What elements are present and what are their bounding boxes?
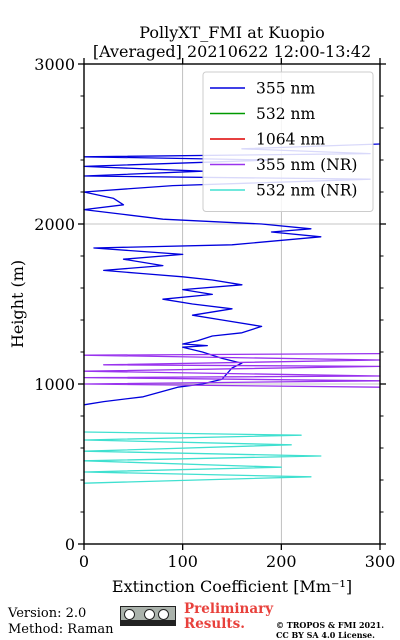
legend-label: 355 nm (256, 80, 315, 98)
legend: 355 nm 532 nm 1064 nm 355 nm (NR) 532 nm (NR… (202, 71, 374, 212)
extinction-profile-chart: PollyXT_FMI at Kuopio [Averaged] 2021062… (8, 23, 395, 596)
footer-info: Version: 2.0 Method: Raman (8, 606, 114, 638)
preliminary-note: Preliminary Results. (184, 602, 273, 632)
legend-label: 532 nm (256, 105, 315, 123)
legend-label: 532 nm (NR) (256, 182, 357, 200)
legend-label: 355 nm (NR) (256, 156, 357, 174)
chart-title: PollyXT_FMI at Kuopio (139, 23, 325, 42)
y-tick-label: 3000 (34, 55, 75, 74)
legend-box (202, 71, 374, 212)
copyright-line1: © TROPOS & FMI 2021. (276, 620, 385, 630)
x-tick-label: 0 (79, 552, 89, 571)
y-tick-label: 1000 (34, 375, 75, 394)
y-axis-label: Height (m) (8, 260, 27, 348)
preliminary-line2: Results. (184, 616, 245, 632)
series-line (83, 431, 322, 484)
copyright-note: © TROPOS & FMI 2021. CC BY SA 4.0 Licens… (276, 620, 384, 640)
x-tick-label: 100 (167, 552, 198, 571)
x-tick-label: 200 (266, 552, 297, 571)
method-text: Method: Raman (8, 622, 114, 637)
x-axis-label: Extinction Coefficient [Mm⁻¹] (112, 577, 352, 596)
version-text: Version: 2.0 (8, 606, 87, 621)
chart-subtitle: [Averaged] 20210622 12:00-13:42 (93, 42, 371, 61)
preliminary-line1: Preliminary (184, 601, 274, 617)
series-line (83, 352, 381, 388)
plot-frame (83, 63, 381, 545)
x-tick-label: 300 (365, 552, 396, 571)
cc-license-icon (120, 606, 176, 626)
legend-label: 1064 nm (256, 131, 325, 149)
y-tick-label: 2000 (34, 215, 75, 234)
copyright-line2: CC BY SA 4.0 License. (276, 630, 375, 640)
y-tick-label: 0 (65, 535, 75, 554)
